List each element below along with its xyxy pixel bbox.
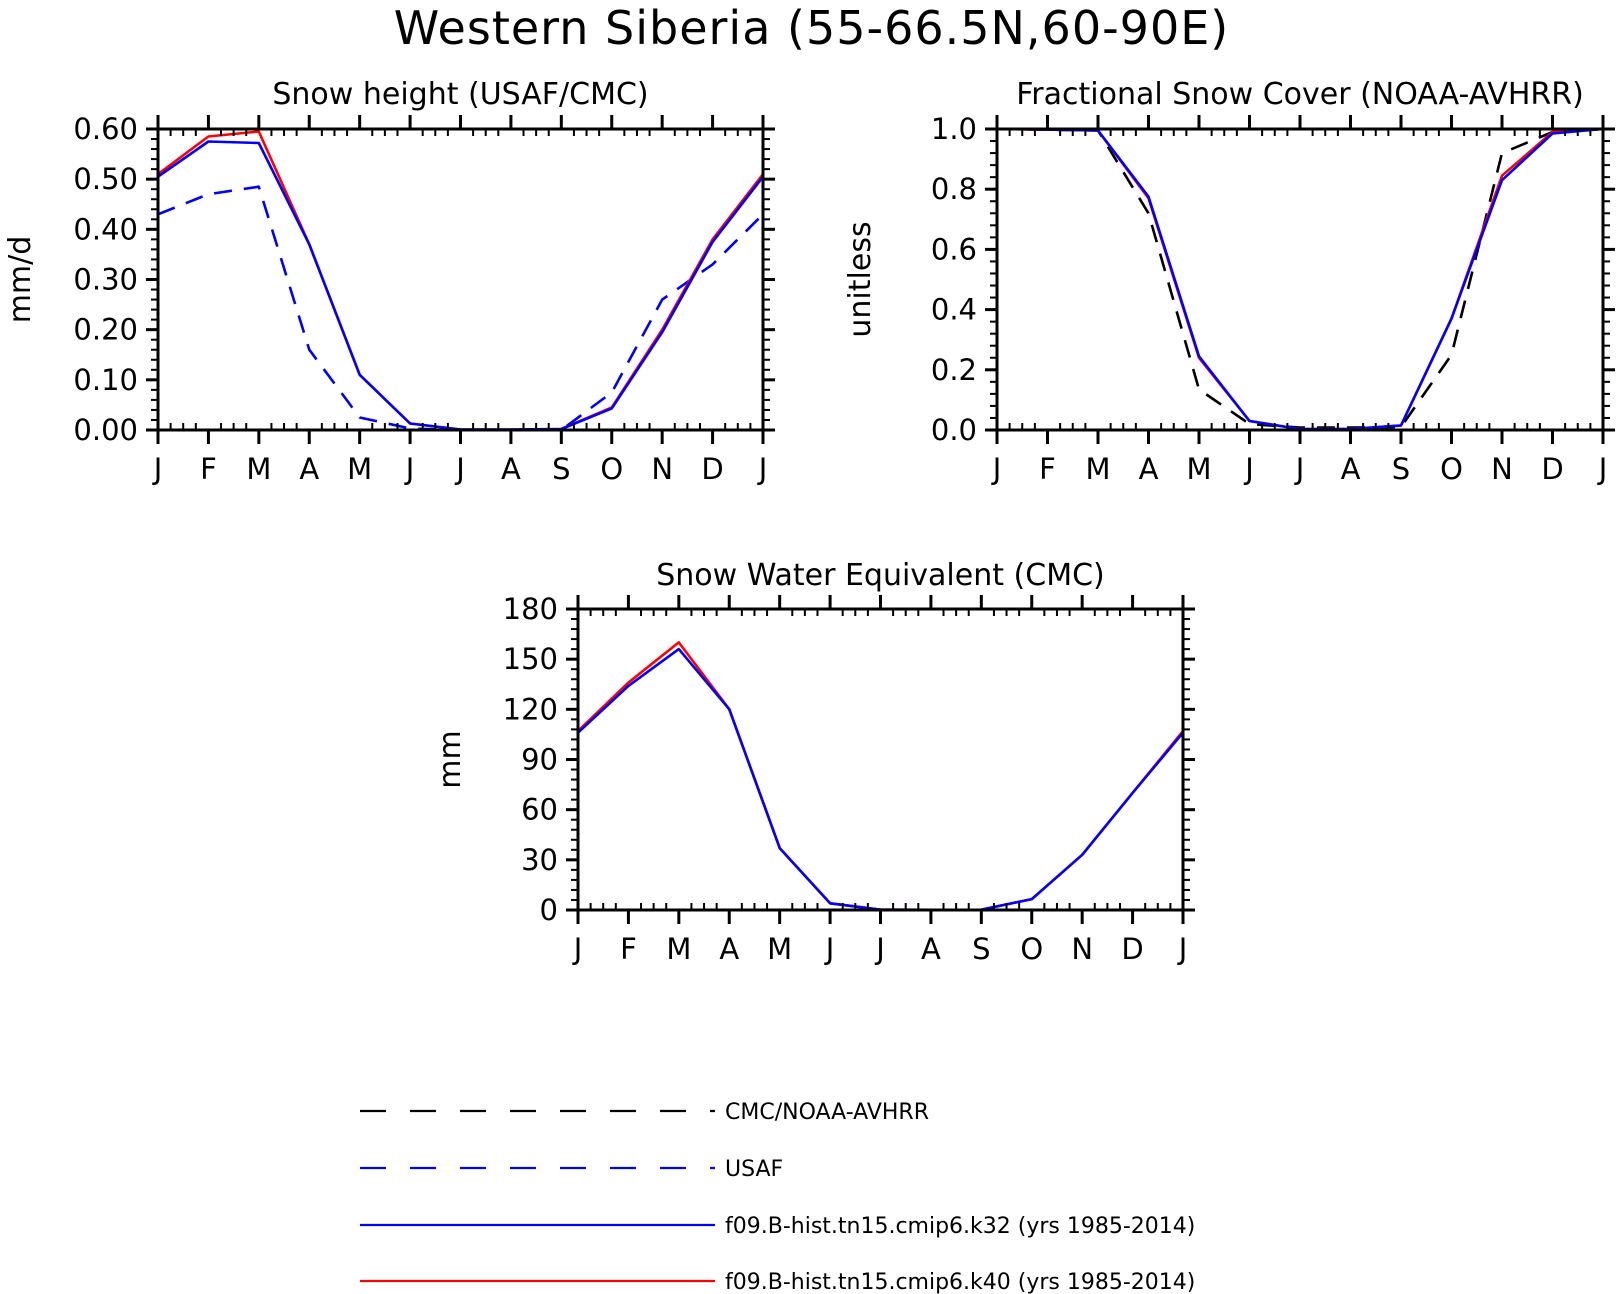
- series-line-f09-b-hist-tn15-cmip6-k32-yrs-1985-2014-: [157, 140, 765, 431]
- y-tick-label: 0.10: [73, 363, 138, 397]
- legend-label: f09.B-hist.tn15.cmip6.k32 (yrs 1985-2014…: [725, 1214, 1195, 1239]
- panel-title: Snow height (USAF/CMC): [272, 77, 648, 112]
- y-tick-label: 0.00: [73, 413, 138, 447]
- y-tick-label: 0.20: [73, 313, 138, 347]
- series-line-f09-b-hist-tn15-cmip6-k40-yrs-1985-2014-: [577, 641, 1185, 912]
- legend: CMC/NOAA-AVHRR USAF f09.B-hist.tn15.cmip6.…: [360, 1100, 1195, 1294]
- x-tick-label: M: [246, 452, 271, 486]
- legend-item: USAF: [360, 1157, 783, 1182]
- x-tick-label: J: [1597, 452, 1608, 486]
- x-tick-label: S: [1392, 452, 1410, 486]
- x-tick-label: O: [1440, 452, 1463, 486]
- x-tick-label: J: [454, 452, 465, 486]
- y-axis-label: unitless: [843, 221, 878, 337]
- x-tick-label: M: [347, 452, 372, 486]
- y-tick-label: 0.60: [73, 112, 138, 146]
- x-tick-label: J: [991, 452, 1002, 486]
- y-tick-label: 0.50: [73, 162, 138, 196]
- x-tick-label: M: [767, 932, 792, 966]
- y-tick-label: 0.30: [73, 263, 138, 297]
- x-tick-label: D: [1541, 452, 1563, 486]
- series-line-usaf: [157, 185, 764, 432]
- x-tick-label: J: [152, 452, 163, 486]
- y-tick-label: 1.0: [931, 112, 977, 146]
- x-tick-label: N: [1491, 452, 1513, 486]
- x-tick-label: F: [1039, 452, 1056, 486]
- y-tick-label: 0.0: [931, 413, 977, 447]
- x-tick-label: N: [1071, 932, 1093, 966]
- y-axis-label: mm/d: [3, 236, 38, 324]
- x-tick-label: J: [874, 932, 885, 966]
- x-tick-label: A: [501, 452, 521, 486]
- y-axis-label: mm: [433, 730, 468, 788]
- x-tick-label: M: [1085, 452, 1110, 486]
- series-line-f09-b-hist-tn15-cmip6-k32-yrs-1985-2014-: [577, 647, 1184, 912]
- x-tick-label: O: [600, 452, 623, 486]
- chart-panel-2: Fractional Snow Cover (NOAA-AVHRR) unitle…: [843, 77, 1615, 486]
- y-tick-label: 60: [521, 793, 558, 827]
- plot-frame: [576, 607, 1185, 912]
- legend-item: f09.B-hist.tn15.cmip6.k40 (yrs 1985-2014…: [360, 1270, 1195, 1294]
- x-tick-label: N: [651, 452, 673, 486]
- x-tick-label: J: [404, 452, 415, 486]
- series-line-f09-b-hist-tn15-cmip6-k40-yrs-1985-2014-: [157, 130, 765, 431]
- chart-panel-3: Snow Water Equivalent (CMC)mmJ F M A M J J A S O N…: [433, 558, 1195, 966]
- x-tick-label: S: [552, 452, 570, 486]
- panel-title: Fractional Snow Cover (NOAA-AVHRR): [1016, 77, 1584, 112]
- x-tick-label: A: [1341, 452, 1361, 486]
- x-tick-label: D: [1121, 932, 1143, 966]
- legend-label: USAF: [725, 1157, 783, 1182]
- x-tick-label: J: [1243, 452, 1254, 486]
- plot-frame: [156, 127, 765, 432]
- x-tick-label: A: [1139, 452, 1159, 486]
- x-tick-label: A: [299, 452, 319, 486]
- y-tick-label: 90: [521, 743, 558, 777]
- plot-frame: [995, 127, 1605, 432]
- x-tick-label: J: [1177, 932, 1188, 966]
- y-tick-label: 0: [540, 893, 558, 927]
- x-tick-label: M: [1186, 452, 1211, 486]
- y-tick-label: 120: [503, 692, 558, 726]
- y-tick-label: 0.2: [931, 353, 977, 387]
- chart-panel-1: Snow height (USAF/CMC)mm/dJ F M A M J J A S O N D J0…: [3, 77, 775, 486]
- panel-title: Snow Water Equivalent (CMC): [656, 558, 1104, 593]
- y-tick-label: 150: [503, 642, 558, 676]
- x-tick-label: J: [757, 452, 768, 486]
- x-tick-label: D: [701, 452, 723, 486]
- y-tick-label: 0.4: [931, 293, 977, 327]
- series-line-cmc-noaa-avhrr: [996, 127, 1604, 429]
- y-tick-label: 180: [503, 592, 558, 626]
- legend-item: CMC/NOAA-AVHRR: [360, 1100, 929, 1125]
- y-tick-label: 0.8: [931, 172, 977, 206]
- series-line-f09-b-hist-tn15-cmip6-k40-yrs-1985-2014-: [996, 127, 1604, 431]
- x-tick-label: J: [824, 932, 835, 966]
- x-tick-label: A: [719, 932, 739, 966]
- legend-label: f09.B-hist.tn15.cmip6.k40 (yrs 1985-2014…: [725, 1270, 1195, 1294]
- legend-item: f09.B-hist.tn15.cmip6.k32 (yrs 1985-2014…: [360, 1214, 1195, 1239]
- series-line-f09-b-hist-tn15-cmip6-k32-yrs-1985-2014-: [996, 127, 1604, 431]
- y-tick-label: 30: [521, 843, 558, 877]
- x-tick-label: J: [572, 932, 583, 966]
- x-tick-label: M: [666, 932, 691, 966]
- x-tick-label: O: [1020, 932, 1043, 966]
- x-tick-label: J: [1294, 452, 1305, 486]
- x-tick-label: F: [620, 932, 637, 966]
- figure-title: Western Siberia (55-66.5N,60-90E): [393, 1, 1230, 55]
- x-tick-label: A: [921, 932, 941, 966]
- x-tick-label: F: [200, 452, 217, 486]
- legend-label: CMC/NOAA-AVHRR: [725, 1100, 929, 1125]
- y-tick-label: 0.40: [73, 212, 138, 246]
- x-tick-label: S: [972, 932, 990, 966]
- y-tick-label: 0.6: [931, 232, 977, 266]
